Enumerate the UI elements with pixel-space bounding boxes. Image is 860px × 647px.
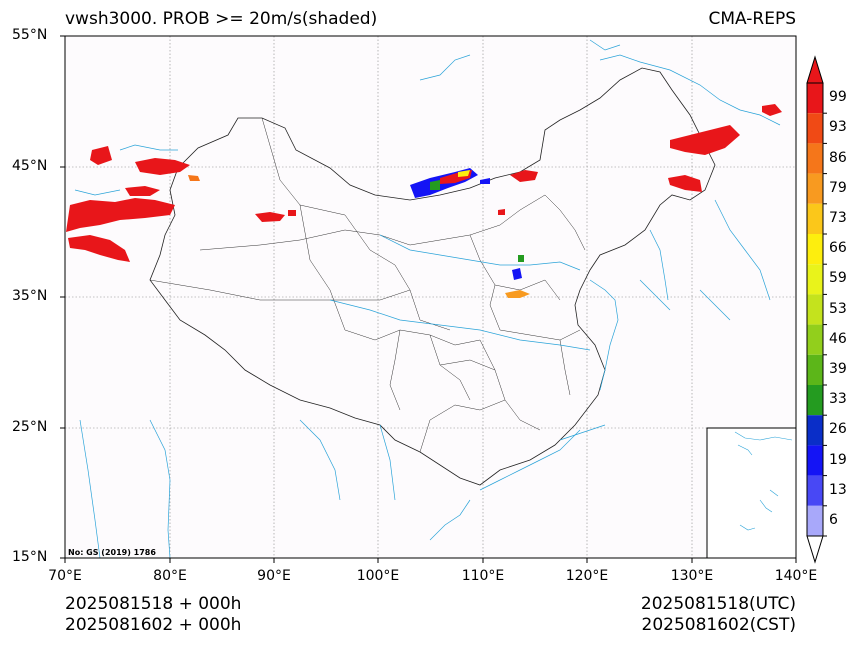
- province-boundaries: [149, 117, 586, 453]
- colorbar-label: 73: [829, 209, 847, 226]
- valid-time-utc: 2025081518(UTC): [640, 594, 796, 614]
- lon-label-70: 70°E: [48, 568, 82, 584]
- lon-label-80: 80°E: [153, 568, 187, 584]
- colorbar-label: 59: [829, 270, 847, 287]
- colorbar-label: 26: [829, 421, 847, 438]
- lon-label-110: 110°E: [461, 568, 505, 584]
- rivers-coastlines: [74, 39, 781, 559]
- colorbar-label: 53: [829, 300, 847, 317]
- country-boundary: [149, 67, 716, 486]
- colorbar-label: 93: [829, 119, 847, 136]
- model-name: CMA-REPS: [708, 9, 796, 29]
- tick-marks: [60, 35, 797, 563]
- lon-label-130: 130°E: [670, 568, 714, 584]
- south-china-sea-inset: [706, 427, 797, 559]
- colorbar-label: 99: [829, 89, 847, 106]
- lat-label-35: 35°N: [12, 288, 48, 304]
- colorbar-label: 19: [829, 451, 847, 468]
- colorbar-label: 39: [829, 360, 847, 377]
- colorbar-label: 13: [829, 481, 847, 498]
- probability-shading: [66, 104, 782, 298]
- colorbar-label: 33: [829, 391, 847, 408]
- colorbar-label: 66: [829, 240, 847, 257]
- lon-label-90: 90°E: [257, 568, 291, 584]
- map-title: vwsh3000. PROB >= 20m/s(shaded): [65, 9, 378, 29]
- colorbar-label: 86: [829, 149, 847, 166]
- init-time-2: 2025081602 + 000h: [65, 615, 242, 635]
- lat-label-15: 15°N: [12, 549, 48, 565]
- lon-label-140: 140°E: [774, 568, 818, 584]
- lat-label-55: 55°N: [12, 27, 48, 43]
- valid-time-cst: 2025081602(CST): [641, 615, 796, 635]
- colorbar-label: 6: [829, 511, 838, 528]
- lat-label-25: 25°N: [12, 419, 48, 435]
- init-time-1: 2025081518 + 000h: [65, 594, 242, 614]
- colorbar-label: 79: [829, 179, 847, 196]
- lon-label-100: 100°E: [356, 568, 400, 584]
- lat-label-45: 45°N: [12, 158, 48, 174]
- colorbar-label: 46: [829, 330, 847, 347]
- gridlines: [65, 36, 796, 558]
- lon-label-120: 120°E: [565, 568, 609, 584]
- approval-number: No: GS (2019) 1786: [68, 548, 156, 557]
